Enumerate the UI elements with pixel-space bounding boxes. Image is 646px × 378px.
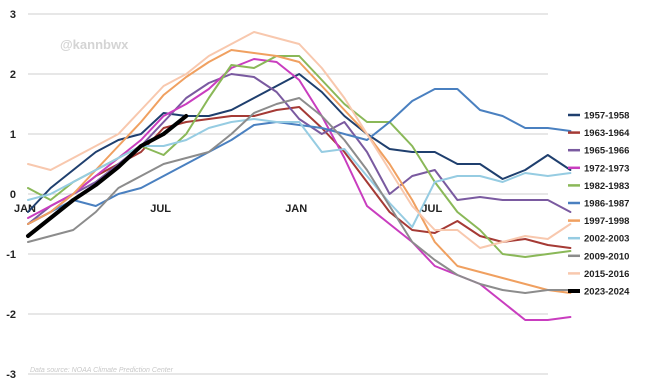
y-tick-label: 1 [10,129,16,141]
legend-label: 1986-1987 [584,199,629,210]
legend-label: 2023-2024 [584,287,630,298]
gridlines [28,13,548,375]
y-tick-label: -1 [6,249,16,261]
legend-label: 1982-1983 [584,181,629,192]
legend-label: 2002-2003 [584,234,629,245]
legend-label: 1972-1973 [584,163,629,174]
legend-label: 2015-2016 [584,269,629,280]
legend: 1957-1958 1963-1964 1965-1966 1972-1973 1982… [568,111,630,298]
series-line-1965-1966 [27,73,572,225]
y-axis-ticks: 3 2 1 0 -1 -2 -3 [6,9,16,378]
series-line-2002-2003 [27,118,572,228]
series-line-2015-2016 [27,31,572,249]
series-line-2023-2024 [26,114,189,238]
legend-label: 1963-1964 [584,128,630,139]
y-tick-label: -3 [6,369,16,378]
x-tick-label: JUL [421,203,442,215]
x-tick-label: JUL [150,203,171,215]
data-source-note: Data source: NOAA Climate Prediction Cen… [30,367,174,374]
legend-label: 1965-1966 [584,146,629,157]
x-tick-label: JAN [14,203,36,215]
watermark: @kannbwx [60,37,129,52]
series-line-2009-2010 [27,97,572,294]
series-line-1986-1987 [27,88,572,225]
series-lines [26,31,572,321]
legend-label: 1957-1958 [584,111,629,122]
series-line-1997-1998 [27,49,572,294]
y-tick-label: 2 [10,69,16,81]
legend-label: 1997-1998 [584,216,629,227]
x-tick-label: JAN [285,203,307,215]
y-tick-label: -2 [6,309,16,321]
series-line-1957-1958 [27,73,572,213]
y-tick-label: 0 [10,189,16,201]
legend-label: 2009-2010 [584,251,629,262]
x-axis-ticks: JAN JUL JAN JUL [14,203,442,215]
y-tick-label: 3 [10,9,16,21]
